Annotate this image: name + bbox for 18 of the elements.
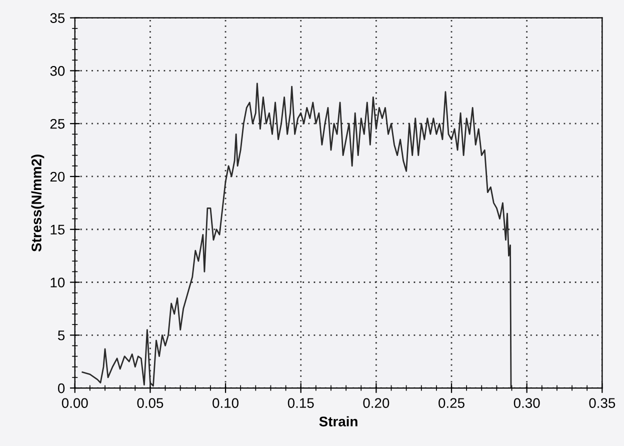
x-tick-label: 0.35 xyxy=(589,398,616,408)
x-tick-label: 0.25 xyxy=(438,398,464,408)
x-tick-label: 0.00 xyxy=(62,398,88,408)
x-axis-title: Strain xyxy=(319,416,358,426)
y-tick-label: 15 xyxy=(50,224,65,235)
x-tick-label: 0.05 xyxy=(137,398,164,408)
x-tick-label: 0.15 xyxy=(288,398,314,408)
y-tick-label: 20 xyxy=(50,172,65,182)
x-tick-label: 0.20 xyxy=(363,398,390,408)
x-tick-label: 0.30 xyxy=(514,398,540,408)
x-tick-label: 0.10 xyxy=(212,398,239,408)
y-axis-title: Stress(N/mm2) xyxy=(31,154,44,252)
y-tick-label: 35 xyxy=(50,13,65,24)
y-tick-label: 30 xyxy=(50,66,65,76)
y-tick-label: 25 xyxy=(50,118,65,129)
y-tick-label: 10 xyxy=(50,278,65,288)
y-tick-label: 0 xyxy=(58,383,65,394)
y-tick-label: 5 xyxy=(58,330,65,340)
